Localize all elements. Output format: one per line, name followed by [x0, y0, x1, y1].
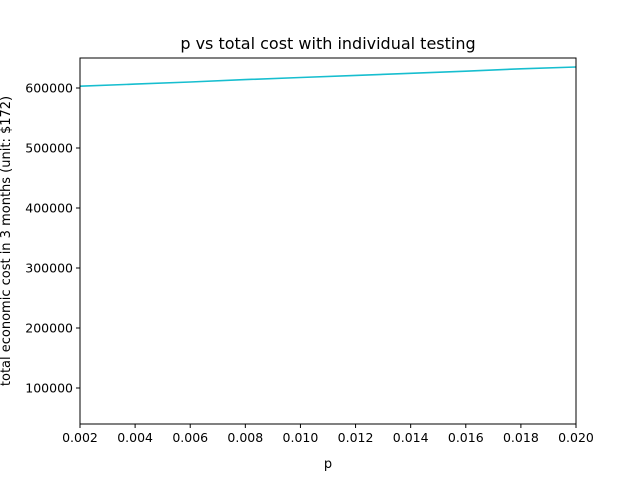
x-tick-label: 0.016 — [448, 430, 484, 445]
x-tick-label: 0.008 — [227, 430, 263, 445]
y-tick-label: 100000 — [25, 381, 73, 396]
x-tick-label: 0.002 — [62, 430, 98, 445]
x-tick-label: 0.020 — [558, 430, 594, 445]
y-tick-label: 500000 — [25, 141, 73, 156]
y-axis-label: total economic cost in 3 months (unit: $… — [0, 96, 14, 386]
x-tick-label: 0.010 — [283, 430, 319, 445]
x-tick-label: 0.012 — [338, 430, 374, 445]
x-axis-ticks: 0.002 0.004 0.006 0.008 0.010 0.012 0.014 0.016… — [62, 424, 594, 445]
x-axis-label: p — [324, 457, 332, 472]
axes-frame — [79, 57, 577, 425]
x-tick-label: 0.004 — [117, 430, 153, 445]
series-line-0 — [79, 66, 577, 87]
y-tick-label: 600000 — [25, 81, 73, 96]
y-tick-label: 400000 — [25, 201, 73, 216]
series-group — [79, 66, 577, 87]
x-tick-label: 0.006 — [172, 430, 208, 445]
y-tick-label: 300000 — [25, 261, 73, 276]
x-tick-label: 0.018 — [503, 430, 539, 445]
y-tick-label: 200000 — [25, 321, 73, 336]
x-tick-label: 0.014 — [393, 430, 429, 445]
chart-title: p vs total cost with individual testing — [180, 34, 475, 53]
y-axis-ticks: 100000 200000 300000 400000 500000 600000 — [25, 81, 80, 396]
